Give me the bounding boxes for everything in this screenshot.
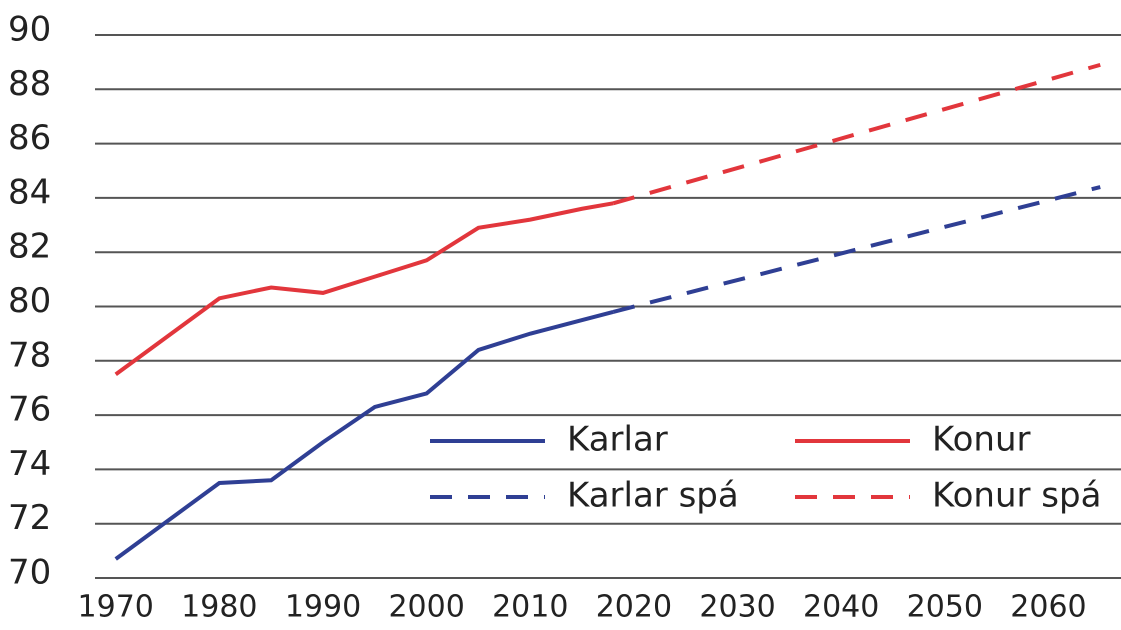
y-tick-label: 74 bbox=[8, 444, 51, 484]
y-tick-label: 72 bbox=[8, 498, 51, 538]
y-tick-label: 80 bbox=[8, 281, 51, 321]
y-tick-label: 82 bbox=[8, 227, 51, 267]
y-tick-label: 78 bbox=[8, 335, 51, 375]
y-tick-label: 90 bbox=[8, 10, 51, 50]
y-tick-label: 88 bbox=[8, 64, 51, 104]
x-tick-label: 2020 bbox=[596, 590, 672, 625]
x-tick-label: 2050 bbox=[907, 590, 983, 625]
y-tick-label: 76 bbox=[8, 390, 51, 430]
series-line bbox=[612, 185, 1101, 314]
y-tick-label: 84 bbox=[8, 172, 51, 212]
x-tick-label: 2000 bbox=[388, 590, 464, 625]
series-line bbox=[114, 201, 614, 376]
x-tick-label: 2040 bbox=[803, 590, 879, 625]
series-line bbox=[114, 309, 614, 561]
y-tick-label: 86 bbox=[8, 118, 51, 158]
y-tick-label: 70 bbox=[8, 553, 51, 593]
x-tick-label: 2030 bbox=[699, 590, 775, 625]
legend-label: Karlar bbox=[567, 420, 668, 460]
x-tick-label: 1980 bbox=[181, 590, 257, 625]
x-tick-label: 2010 bbox=[492, 590, 568, 625]
legend-label: Konur bbox=[932, 420, 1031, 460]
series-line bbox=[612, 62, 1101, 206]
x-tick-label: 1990 bbox=[285, 590, 361, 625]
legend-label: Karlar spá bbox=[567, 476, 739, 516]
legend-label: Konur spá bbox=[932, 476, 1101, 516]
x-tick-label: 2060 bbox=[1010, 590, 1086, 625]
x-tick-label: 1970 bbox=[78, 590, 154, 625]
